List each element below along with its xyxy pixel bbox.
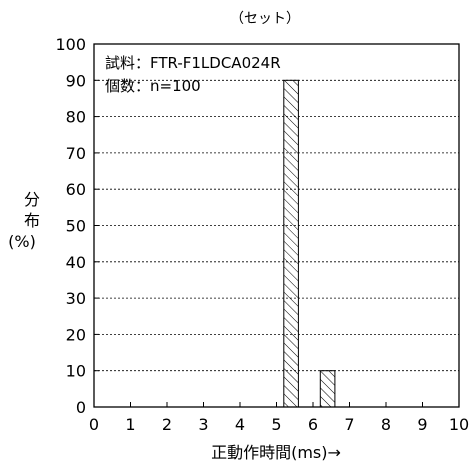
x-tick-label: 9 <box>417 415 427 434</box>
y-tick-label: 90 <box>66 71 86 90</box>
y-tick-labels: 0 10 20 30 40 50 60 70 80 90 100 <box>55 35 99 417</box>
count-annotation: 個数：n=100 <box>105 77 201 95</box>
sample-annotation: 試料：FTR-F1LDCA024R <box>105 54 281 72</box>
x-tick-label: 6 <box>308 415 318 434</box>
x-tick-labels: 0 1 2 3 4 5 6 7 8 9 10 <box>89 402 469 434</box>
y-tick-label: 60 <box>66 180 86 199</box>
y-axis-label-line2: 布 <box>24 211 40 230</box>
y-tick-label: 100 <box>55 35 86 54</box>
bar <box>319 370 336 408</box>
bar <box>283 79 299 408</box>
x-tick-label: 7 <box>344 415 354 434</box>
y-axis-label-line1: 分 <box>24 190 40 209</box>
chart-title: （セット） <box>230 11 300 27</box>
bars <box>283 79 336 408</box>
x-tick-label: 0 <box>89 415 99 434</box>
y-tick-label: 70 <box>66 144 86 163</box>
y-tick-label: 30 <box>66 289 86 308</box>
gridlines <box>94 79 459 372</box>
y-tick-label: 50 <box>66 217 86 236</box>
y-tick-label: 10 <box>66 362 86 381</box>
plot-area-frame <box>93 43 460 408</box>
x-tick-label: 5 <box>271 415 281 434</box>
x-tick-label: 3 <box>198 415 208 434</box>
y-tick-label: 40 <box>66 253 86 272</box>
x-tick-label: 8 <box>381 415 391 434</box>
y-tick-label: 0 <box>76 398 86 417</box>
x-axis-label: 正動作時間(ms)→ <box>211 443 341 462</box>
y-tick-label: 80 <box>66 108 86 127</box>
x-tick-label: 4 <box>235 415 245 434</box>
x-tick-label: 1 <box>125 415 135 434</box>
x-tick-label: 2 <box>162 415 172 434</box>
y-tick-label: 20 <box>66 325 86 344</box>
y-axis-label-line3: (%) <box>8 232 36 251</box>
x-tick-label: 10 <box>449 415 469 434</box>
